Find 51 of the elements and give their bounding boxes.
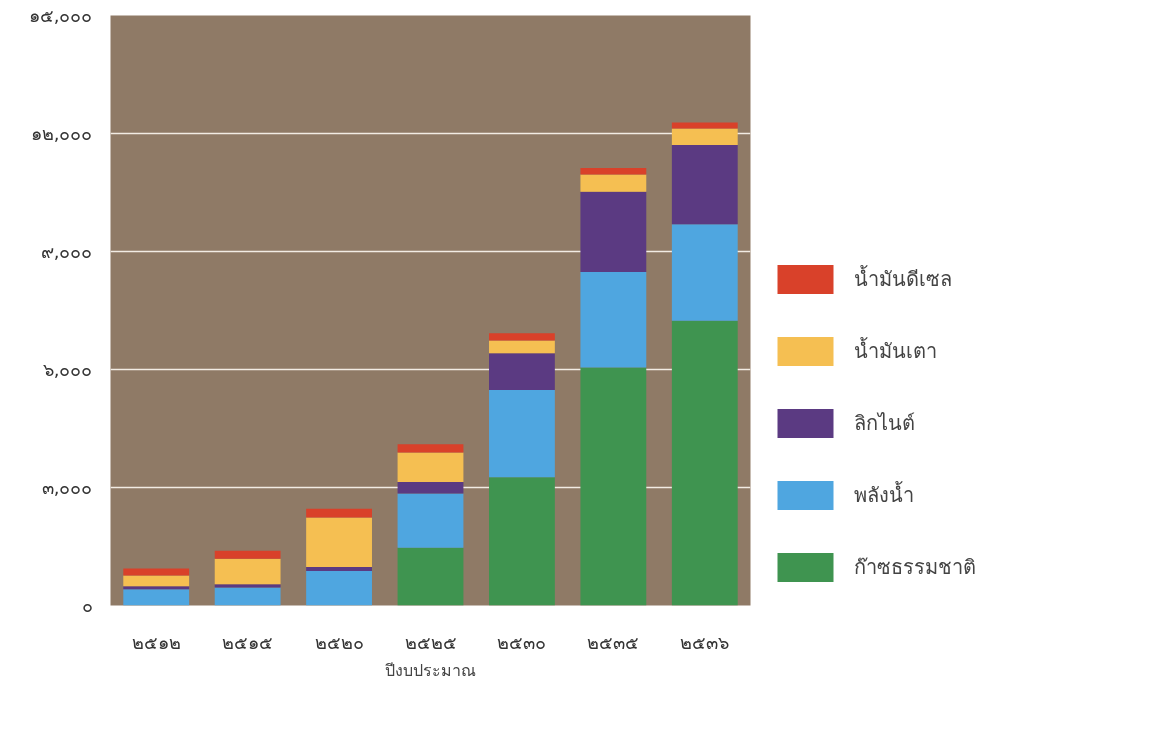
- bar: [214, 587, 281, 606]
- x-tick-label: ๒๕๒๐: [314, 631, 364, 653]
- bar: [214, 558, 281, 585]
- bar: [671, 144, 738, 225]
- y-tick-label: ๑๕,๐๐๐: [28, 5, 93, 26]
- bar: [397, 547, 464, 606]
- bar: [306, 508, 372, 518]
- bar: [489, 340, 555, 354]
- legend-label: น้ำมันเตา: [854, 336, 937, 365]
- x-axis-title: ปีงบประมาณ: [385, 660, 476, 680]
- x-tick-label: ๒๕๒๕: [404, 631, 457, 653]
- y-tick-label: ๓,๐๐๐: [41, 477, 93, 498]
- bar: [580, 271, 647, 368]
- bar: [580, 168, 647, 175]
- bar: [397, 444, 464, 453]
- bar: [397, 481, 464, 494]
- bar: [671, 224, 738, 321]
- bar: [580, 174, 647, 192]
- bar: [214, 584, 281, 588]
- bar: [671, 122, 738, 129]
- legend-label: ก๊าซธรรมชาติ: [854, 554, 976, 581]
- bar: [671, 320, 738, 606]
- bar: [580, 191, 647, 272]
- y-tick-label: ๑๒,๐๐๐: [30, 123, 93, 144]
- bar: [489, 389, 555, 478]
- y-tick-label: ๖,๐๐๐: [42, 359, 93, 380]
- bar: [397, 452, 464, 482]
- bar: [306, 566, 372, 571]
- x-tick-label: ๒๕๓๐: [497, 631, 547, 653]
- legend-label: น้ำมันดีเซล: [854, 264, 952, 293]
- bar: [397, 493, 464, 548]
- bar: [123, 586, 190, 590]
- legend-label: พลังน้ำ: [854, 480, 914, 509]
- bar: [489, 477, 555, 606]
- y-tick-label: ๙,๐๐๐: [40, 241, 93, 262]
- y-tick-label: ๐: [81, 595, 93, 616]
- bar: [123, 589, 190, 606]
- bar: [306, 517, 372, 567]
- bar: [489, 333, 555, 341]
- x-tick-label: ๒๕๓๖: [680, 631, 730, 653]
- x-tick-label: ๒๕๑๒: [131, 631, 181, 653]
- bar: [671, 128, 738, 145]
- bar: [123, 568, 190, 576]
- bar: [489, 353, 555, 390]
- legend-label: ลิกไนต์: [854, 410, 915, 437]
- bar: [214, 550, 281, 559]
- bar: [580, 367, 647, 606]
- x-tick-label: ๒๕๑๕: [222, 631, 274, 653]
- x-tick-label: ๒๕๓๕: [587, 631, 640, 653]
- bar: [123, 575, 190, 587]
- bar: [306, 570, 372, 606]
